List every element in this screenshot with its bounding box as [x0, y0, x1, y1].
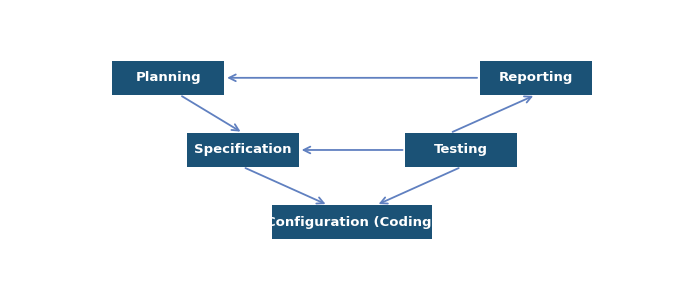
- FancyBboxPatch shape: [405, 133, 517, 167]
- Text: Reporting: Reporting: [499, 71, 573, 84]
- Text: Testing: Testing: [434, 143, 488, 156]
- FancyBboxPatch shape: [272, 205, 432, 239]
- FancyBboxPatch shape: [480, 61, 592, 95]
- Text: Planning: Planning: [135, 71, 201, 84]
- FancyBboxPatch shape: [113, 61, 225, 95]
- Text: Configuration (Coding): Configuration (Coding): [267, 216, 438, 229]
- Text: Specification: Specification: [194, 143, 292, 156]
- FancyBboxPatch shape: [187, 133, 299, 167]
